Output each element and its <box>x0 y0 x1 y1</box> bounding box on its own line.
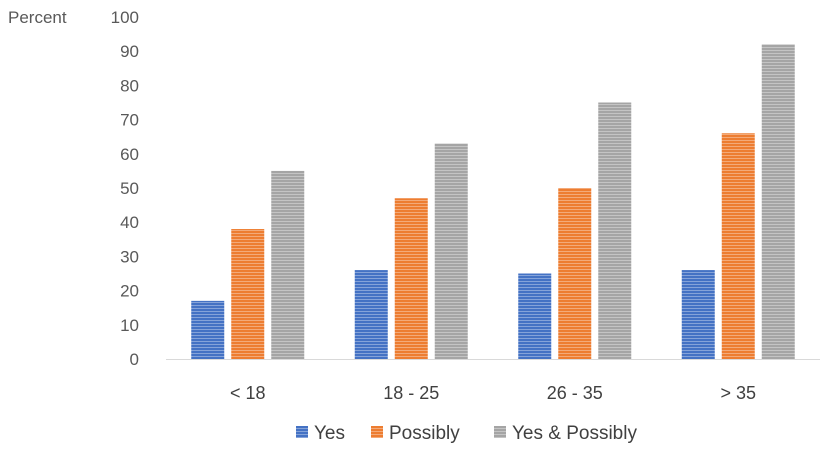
bar-yes-1 <box>354 270 388 359</box>
x-category-label: > 35 <box>720 383 756 403</box>
y-tick-label: 90 <box>120 42 139 61</box>
bar-possibly-1 <box>394 198 428 359</box>
y-tick-label: 10 <box>120 316 139 335</box>
x-category-label: < 18 <box>230 383 266 403</box>
bar-possibly-2 <box>558 188 592 359</box>
legend-swatch <box>371 426 383 438</box>
bar-yes-possibly-0 <box>271 170 305 359</box>
legend-label: Yes <box>314 423 345 444</box>
legend-label: Possibly <box>389 423 460 444</box>
bar-possibly-3 <box>721 133 755 359</box>
y-tick-label: 70 <box>120 111 139 130</box>
y-tick-label: 0 <box>130 350 139 369</box>
bar-yes-3 <box>681 270 715 359</box>
y-tick-label: 60 <box>120 145 139 164</box>
bar-yes-possibly-3 <box>761 44 795 360</box>
y-tick-label: 30 <box>120 247 139 266</box>
x-axis-categories: < 18 18 - 25 26 - 35 > 35 <box>230 383 756 403</box>
bar-yes-possibly-1 <box>434 143 468 359</box>
legend: Yes Possibly Yes & Possibly <box>296 423 637 444</box>
y-tick-label: 80 <box>120 76 139 95</box>
bars <box>191 44 795 360</box>
y-tick-label: 20 <box>120 282 139 301</box>
bar-yes-possibly-2 <box>598 102 632 359</box>
bar-possibly-0 <box>231 229 265 359</box>
y-tick-label: 50 <box>120 179 139 198</box>
y-tick-label: 100 <box>111 8 139 27</box>
legend-swatch <box>494 426 506 438</box>
legend-swatch <box>296 426 308 438</box>
y-axis-label: Percent <box>8 8 67 27</box>
x-category-label: 18 - 25 <box>383 383 439 403</box>
legend-label: Yes & Possibly <box>512 423 637 444</box>
bar-yes-0 <box>191 300 225 359</box>
x-category-label: 26 - 35 <box>547 383 603 403</box>
y-axis-ticks: 0 10 20 30 40 50 60 70 80 90 100 <box>111 8 139 369</box>
bar-yes-2 <box>518 273 552 359</box>
y-tick-label: 40 <box>120 213 139 232</box>
